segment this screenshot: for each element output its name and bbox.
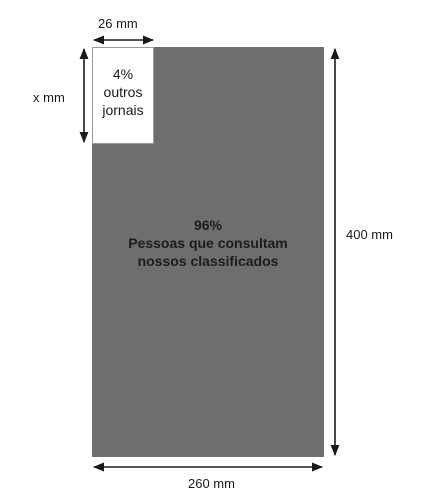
small-box-percent: 4% <box>112 66 134 82</box>
bottom-width-label: 260 mm <box>188 476 235 491</box>
small-box-line3: jornais <box>102 102 144 118</box>
top-width-label: 26 mm <box>98 16 138 31</box>
large-area-percent: 96% <box>193 217 223 233</box>
right-height-label: 400 mm <box>346 227 393 242</box>
large-area-line3: nossos classificados <box>137 253 279 269</box>
small-rectangle-4-percent: 4% outros jornais <box>92 47 154 144</box>
large-area-label: 96% Pessoas que consultam nossos classif… <box>92 216 324 270</box>
left-height-label: x mm <box>33 90 65 105</box>
small-box-line2: outros <box>103 84 143 100</box>
large-area-line2: Pessoas que consultam <box>128 235 288 251</box>
